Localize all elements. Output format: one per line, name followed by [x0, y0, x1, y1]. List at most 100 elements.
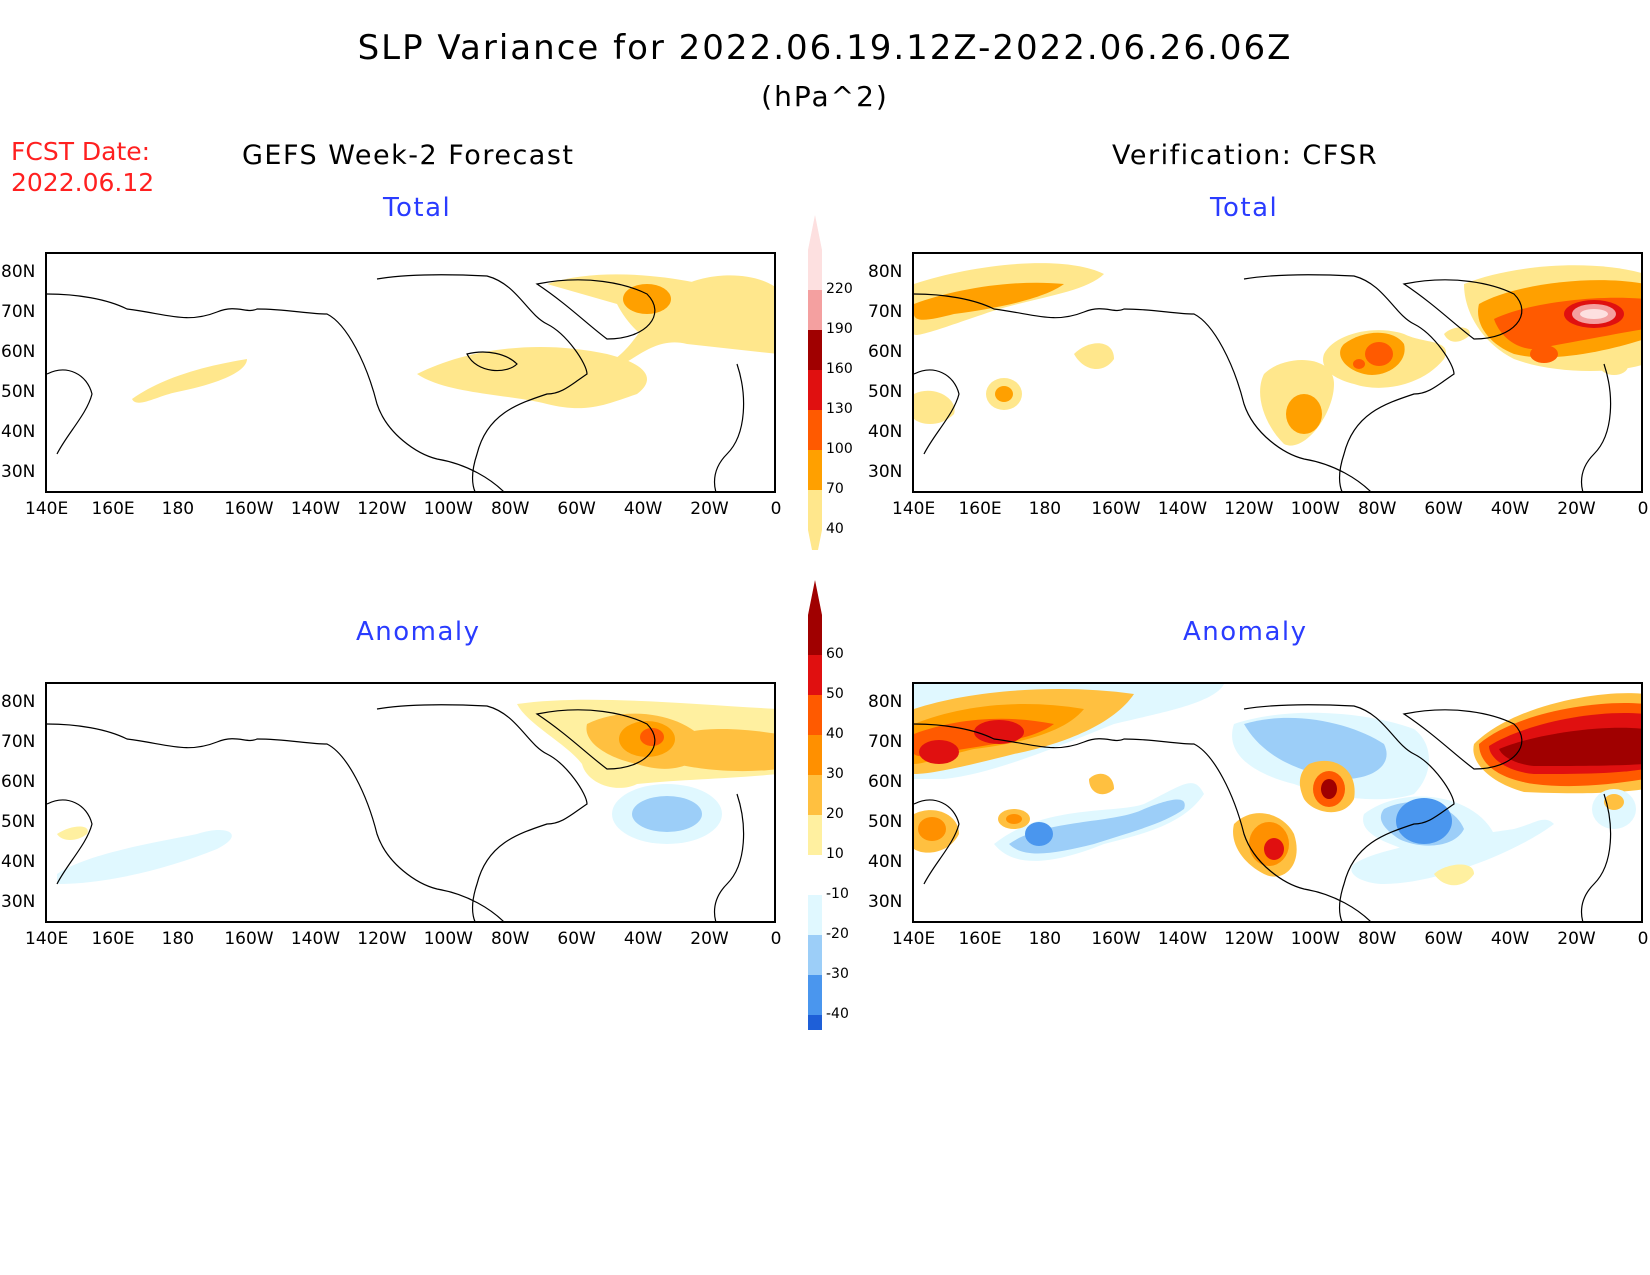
contour-fill	[1321, 779, 1337, 799]
cfsr-total-title: Total	[1210, 193, 1279, 223]
gefs-total-lat-tick: 60N	[1, 342, 36, 362]
anomaly-colorbar-label: 20	[826, 806, 844, 822]
contour-fill	[919, 740, 959, 764]
gefs-total-title: Total	[383, 193, 452, 223]
gefs-total-lat-tick: 70N	[1, 302, 36, 322]
contour-fill	[417, 346, 647, 409]
contour-fill	[1286, 394, 1322, 434]
cfsr-total-lon-tick: 0	[1637, 499, 1649, 519]
contour-fill	[1434, 864, 1474, 886]
anomaly-colorbar	[808, 580, 822, 1030]
cfsr-anomaly-lon-tick: 100W	[1290, 929, 1340, 949]
contour-fill	[667, 729, 774, 772]
gefs-anomaly-map	[45, 682, 776, 923]
total-colorbar-label: 100	[826, 441, 853, 457]
anomaly-colorbar-label: 30	[826, 766, 844, 782]
contour-fill	[1009, 799, 1185, 854]
gefs-anomaly-lon-tick: 160W	[224, 929, 274, 949]
gefs-anomaly-lon-tick: 0	[770, 929, 782, 949]
contour-fill	[1530, 345, 1558, 363]
gefs-anomaly-lon-tick: 120W	[357, 929, 407, 949]
coastline	[47, 799, 93, 885]
anomaly-colorbar-swatch	[808, 655, 822, 695]
cfsr-total-lon-tick: 180	[1028, 499, 1062, 519]
cfsr-anomaly-lon-tick: 80W	[1357, 929, 1397, 949]
cfsr-anomaly-lon-tick: 140E	[892, 929, 936, 949]
total-colorbar-swatch	[808, 330, 822, 370]
cfsr-total-lon-tick: 80W	[1357, 499, 1397, 519]
cfsr-total-lat-tick: 80N	[868, 262, 903, 282]
cfsr-anomaly-lat-tick: 70N	[868, 732, 903, 752]
coastline	[914, 799, 960, 885]
total-colorbar	[808, 215, 822, 550]
coastline	[1402, 709, 1523, 770]
contour-fill	[1074, 343, 1114, 370]
anomaly-colorbar-swatch	[808, 775, 822, 815]
contour-fill	[1604, 794, 1624, 810]
anomaly-colorbar-swatch	[808, 1015, 822, 1030]
coastline	[1243, 704, 1455, 921]
contour-fill	[623, 284, 671, 314]
cfsr-total-lon-tick: 20W	[1557, 499, 1596, 519]
coastline	[376, 274, 588, 491]
cfsr-anomaly-lat-tick: 80N	[868, 692, 903, 712]
contour-fill	[914, 282, 1064, 320]
gefs-total-lon-tick: 180	[161, 499, 195, 519]
total-colorbar-bottom-arrow	[808, 530, 822, 550]
gefs-anomaly-lat-tick: 50N	[1, 812, 36, 832]
right-column-title: Verification: CFSR	[1112, 140, 1379, 171]
gefs-anomaly-lon-tick: 100W	[423, 929, 473, 949]
contour-fill	[640, 728, 664, 746]
anomaly-colorbar-swatch	[808, 815, 822, 855]
cfsr-anomaly-map	[912, 682, 1643, 923]
cfsr-anomaly-lat-tick: 40N	[868, 852, 903, 872]
gefs-total-lon-tick: 60W	[557, 499, 596, 519]
coastline	[535, 279, 656, 340]
cfsr-total-map	[912, 252, 1643, 493]
gefs-anomaly-lon-tick: 140E	[25, 929, 69, 949]
gefs-anomaly-lat-tick: 80N	[1, 692, 36, 712]
total-colorbar-label: 190	[826, 321, 853, 337]
cfsr-total-lat-tick: 70N	[868, 302, 903, 322]
coastline	[713, 793, 745, 921]
contour-fill	[632, 796, 702, 832]
contour-fill	[974, 720, 1024, 744]
anomaly-colorbar-swatch	[808, 975, 822, 1015]
cfsr-anomaly-lon-tick: 180	[1028, 929, 1062, 949]
anomaly-colorbar-label: -40	[826, 1006, 849, 1022]
coastline	[535, 709, 656, 770]
gefs-total-shading	[132, 274, 774, 409]
contour-fill	[1353, 359, 1365, 369]
contour-fill	[1396, 798, 1452, 844]
cfsr-total-lon-tick: 120W	[1224, 499, 1274, 519]
cfsr-total-shading	[914, 263, 1641, 446]
contour-fill	[1089, 773, 1114, 795]
total-colorbar-label: 130	[826, 401, 853, 417]
gefs-total-lon-tick: 0	[770, 499, 782, 519]
gefs-total-map	[45, 252, 776, 493]
gefs-anomaly-lon-tick: 140W	[290, 929, 341, 949]
cfsr-anomaly-lon-tick: 60W	[1424, 929, 1463, 949]
gefs-anomaly-lon-tick: 80W	[490, 929, 530, 949]
total-colorbar-swatch	[808, 370, 822, 410]
gefs-total-lat-tick: 40N	[1, 422, 36, 442]
coastline	[713, 363, 745, 491]
cfsr-anomaly-lon-tick: 40W	[1490, 929, 1530, 949]
cfsr-anomaly-lon-tick: 0	[1637, 929, 1649, 949]
anomaly-colorbar-label: 40	[826, 726, 844, 742]
contour-fill	[1600, 357, 1628, 375]
cfsr-total-lat-tick: 40N	[868, 422, 903, 442]
coastline	[376, 704, 588, 921]
gefs-anomaly-lon-tick: 60W	[557, 929, 596, 949]
gefs-total-lon-tick: 20W	[690, 499, 729, 519]
contour-fill	[57, 829, 232, 884]
anomaly-colorbar-top-arrow	[808, 580, 822, 615]
total-colorbar-swatch	[808, 290, 822, 330]
total-colorbar-swatch	[808, 410, 822, 450]
cfsr-anomaly-lon-tick: 160E	[958, 929, 1002, 949]
cfsr-anomaly-lon-tick: 20W	[1557, 929, 1596, 949]
gefs-total-lon-tick: 40W	[623, 499, 663, 519]
anomaly-colorbar-swatch	[808, 935, 822, 975]
gefs-anomaly-lon-tick: 20W	[690, 929, 729, 949]
contour-fill	[1444, 327, 1470, 342]
